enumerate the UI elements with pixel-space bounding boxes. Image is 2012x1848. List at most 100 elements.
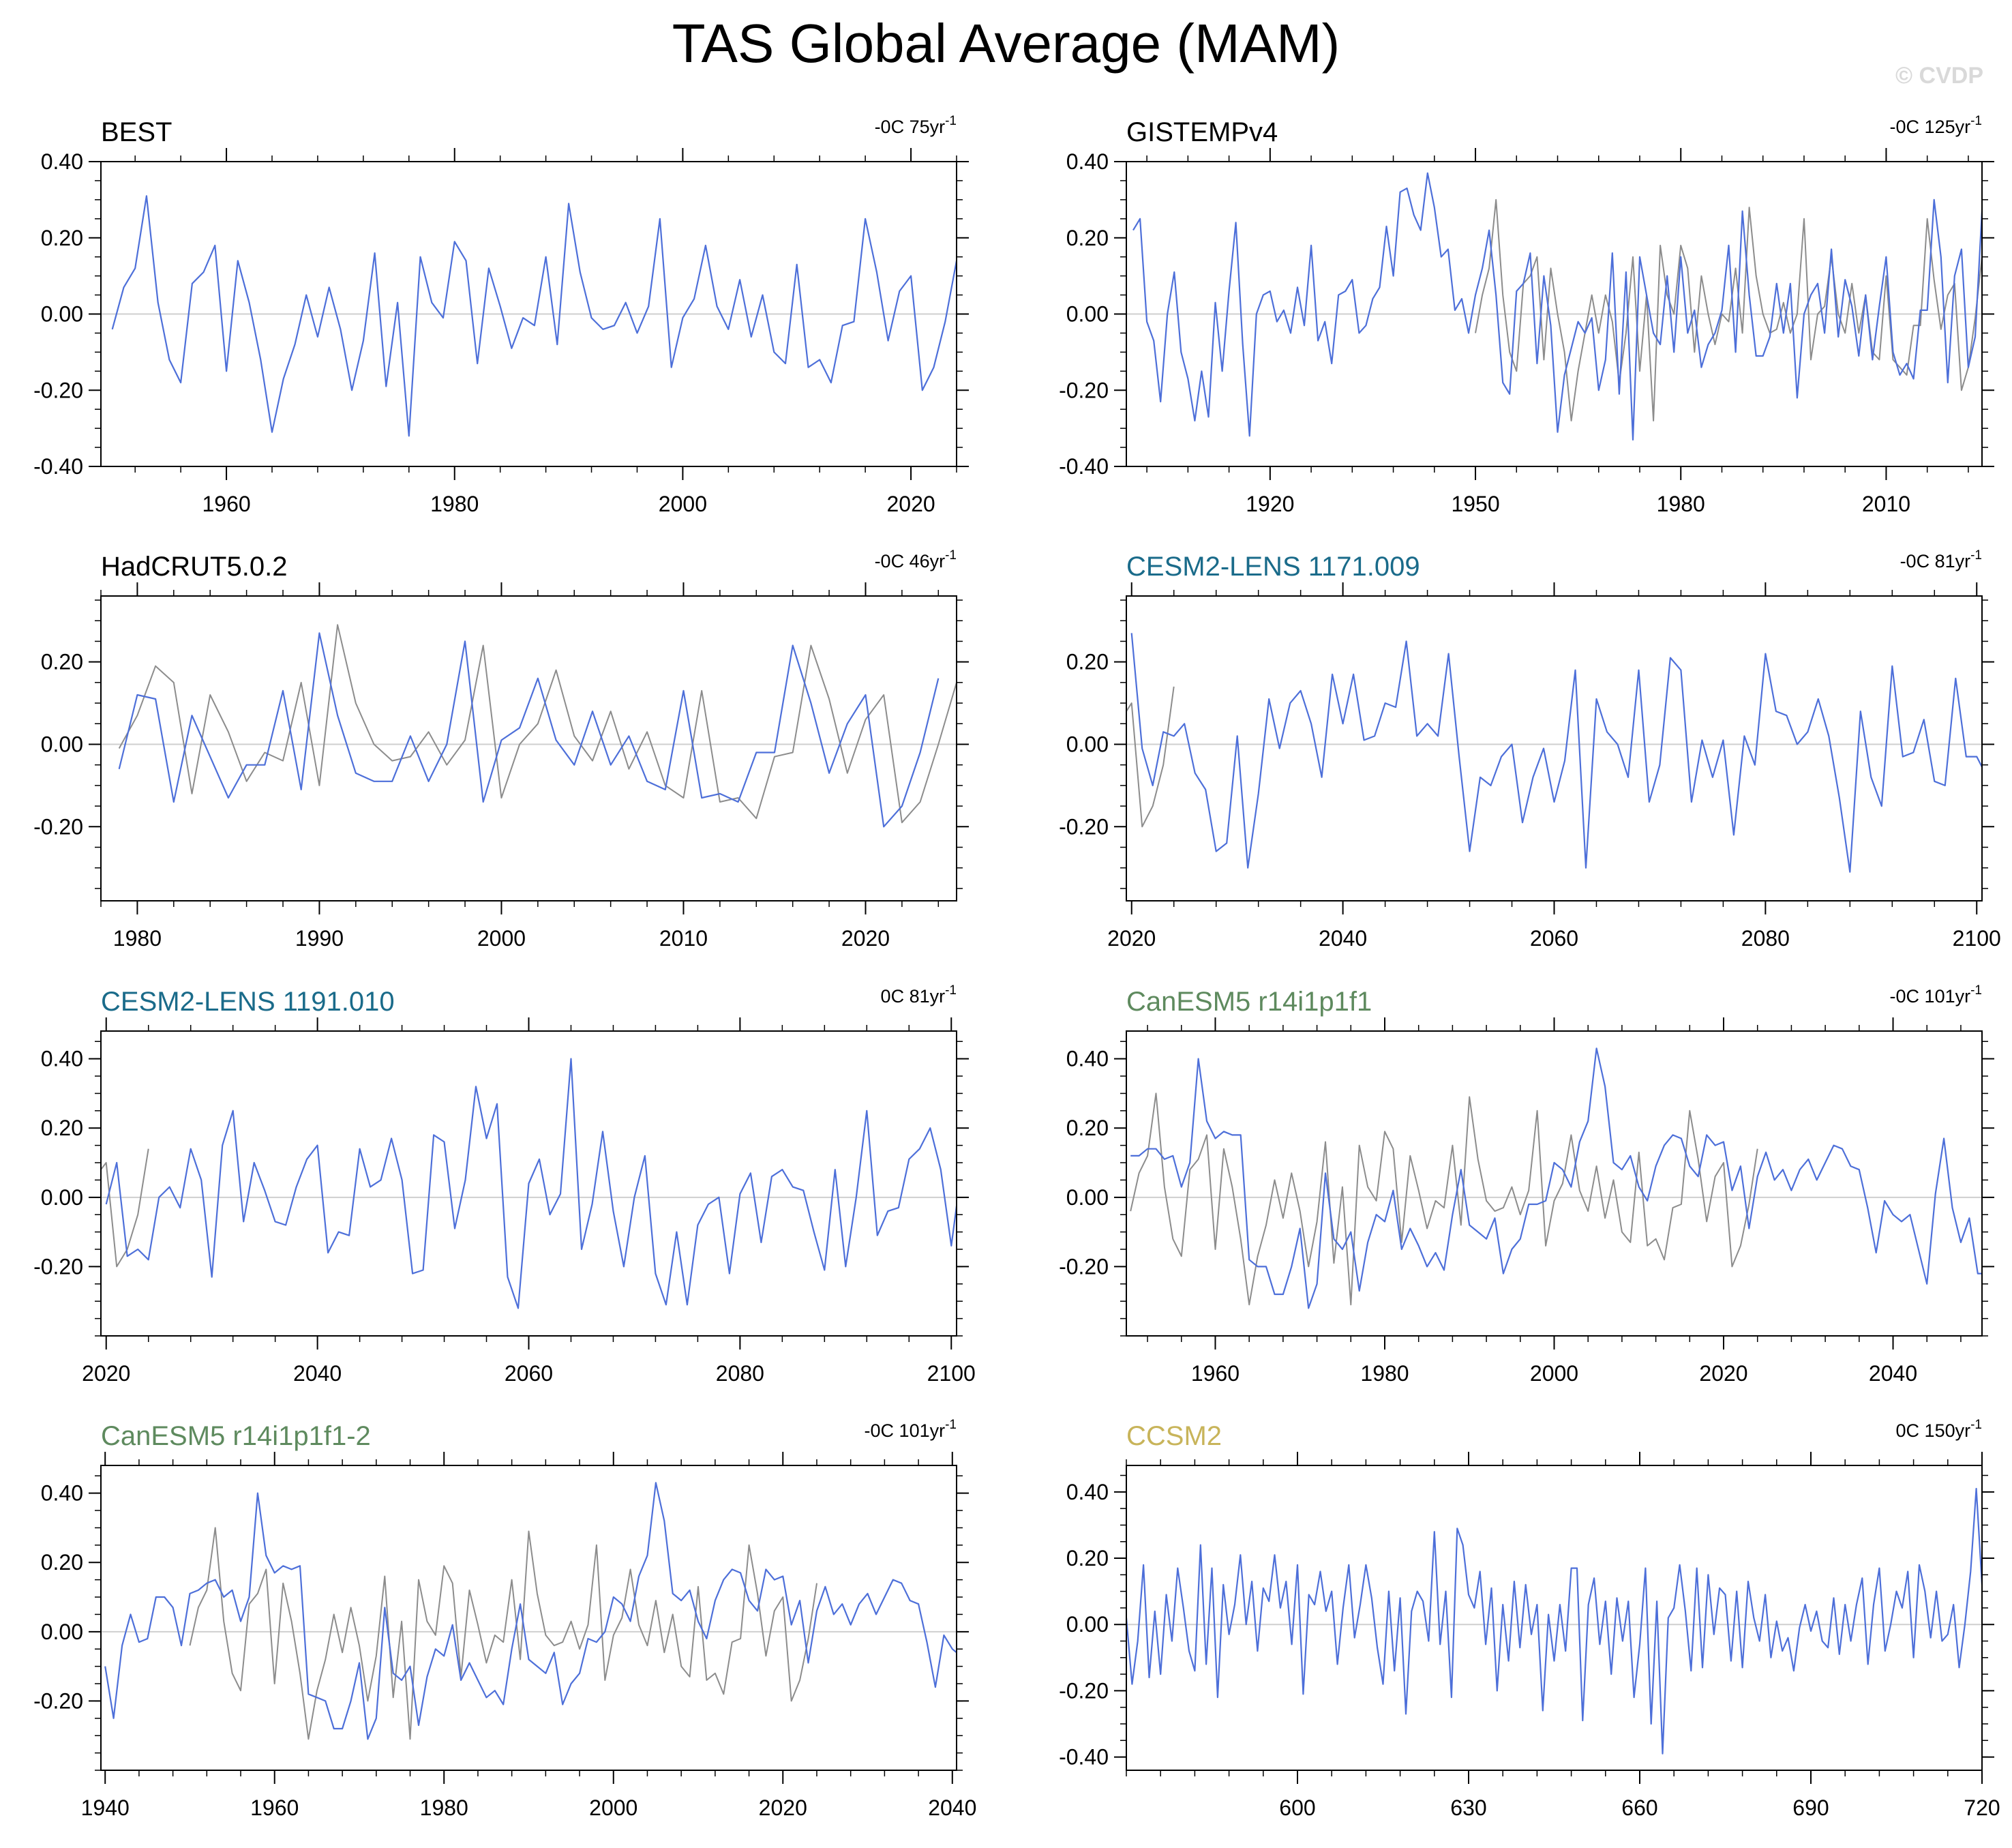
page-title: TAS Global Average (MAM) [672, 13, 1340, 74]
panel-6: CanESM5 r14i1p1f1 -0C 101yr-1 -0.20 0.00 0.2… [1059, 983, 1994, 1386]
y-tick-label: 0.00 [41, 1185, 83, 1210]
y-tick-label: 0.00 [41, 302, 83, 327]
x-tick-label: 2000 [1530, 1361, 1578, 1386]
plot-frame [1126, 1465, 1983, 1771]
trend-label: -0C 81yr-1 [1900, 548, 1982, 571]
y-tick-label: 0.40 [41, 149, 83, 174]
plot-frame [1126, 1030, 1983, 1337]
y-tick-label: 0.00 [1066, 302, 1109, 327]
x-tick-label: 2040 [1319, 926, 1367, 951]
y-tick-label: -0.20 [1059, 1678, 1109, 1703]
y-tick-label: 0.20 [41, 1116, 83, 1140]
y-tick-label: 0.00 [1066, 1185, 1109, 1210]
x-tick-label: 2010 [1862, 492, 1910, 516]
panel-5: CESM2-LENS 1191.010 0C 81yr-1 -0.20 0.00 0.2… [33, 983, 976, 1386]
y-tick-label: -0.20 [1059, 1254, 1109, 1279]
x-tick-label: 2020 [1699, 1361, 1747, 1386]
y-tick-label: 0.20 [41, 650, 83, 674]
y-tick-label: -0.40 [33, 454, 83, 479]
x-tick-label: 1920 [1246, 492, 1294, 516]
panel-3: HadCRUT5.0.2 -0C 46yr-1 -0.20 0.00 0.20 1980 1… [33, 548, 969, 951]
plot-frame [1126, 595, 1983, 901]
x-tick-label: 1980 [1657, 492, 1705, 516]
y-tick-label: 0.00 [41, 1620, 83, 1644]
y-tick-label: 0.40 [1066, 1047, 1109, 1071]
x-tick-label: 2080 [716, 1361, 764, 1386]
y-tick-label: -0.40 [1059, 1745, 1109, 1770]
trend-label: -0C 46yr-1 [875, 548, 957, 571]
x-tick-label: 2040 [293, 1361, 342, 1386]
y-tick-label: -0.20 [33, 378, 83, 402]
y-tick-label: 0.20 [41, 226, 83, 250]
y-tick-label: 0.00 [41, 732, 83, 756]
panel-1: BEST -0C 75yr-1 -0.40 -0.20 0.00 0.20 0.40 1960… [33, 114, 969, 516]
trend-label: 0C 81yr-1 [881, 983, 957, 1007]
x-tick-label: 2000 [659, 492, 707, 516]
y-tick-label: 0.20 [41, 1550, 83, 1575]
x-tick-label: 2020 [1107, 926, 1156, 951]
x-tick-label: 1980 [430, 492, 479, 516]
x-tick-label: 1960 [1191, 1361, 1240, 1386]
panel-title: CanESM5 r14i1p1f1 [1126, 987, 1372, 1017]
y-tick-label: -0.40 [1059, 454, 1109, 479]
watermark: © CVDP [1895, 63, 1983, 89]
model-series-line [1130, 633, 1982, 873]
y-tick-label: 0.20 [1066, 1116, 1109, 1140]
panel-title: CCSM2 [1126, 1421, 1222, 1451]
y-tick-label: -0.20 [33, 814, 83, 839]
model-series-line [111, 195, 957, 437]
y-tick-label: -0.20 [1059, 814, 1109, 839]
x-tick-label: 2060 [505, 1361, 553, 1386]
panel-title: HadCRUT5.0.2 [101, 552, 287, 582]
observations-series-line [1475, 198, 1982, 421]
trend-label: -0C 101yr-1 [1890, 983, 1982, 1007]
x-tick-label: 2040 [1869, 1361, 1917, 1386]
observations-series-line [118, 624, 957, 824]
trend-label: -0C 125yr-1 [1890, 114, 1982, 137]
x-tick-label: 2000 [589, 1795, 637, 1820]
x-tick-label: 690 [1792, 1795, 1829, 1820]
x-tick-label: 2080 [1741, 926, 1790, 951]
x-tick-label: 630 [1450, 1795, 1486, 1820]
model-series-line [1126, 1487, 1982, 1755]
x-tick-label: 660 [1621, 1795, 1657, 1820]
plot-frame [100, 595, 957, 901]
observations-series-line [1126, 686, 1175, 828]
panel-title: CESM2-LENS 1191.010 [101, 987, 395, 1017]
trend-label: -0C 75yr-1 [875, 114, 957, 137]
panel-8: CCSM2 0C 150yr-1 -0.40 -0.20 0.00 0.20 0.40 600… [1059, 1418, 2000, 1820]
x-tick-label: 2100 [927, 1361, 976, 1386]
y-tick-label: 0.20 [1066, 1546, 1109, 1570]
plot-frame [100, 1030, 957, 1337]
panel-4: CESM2-LENS 1171.009 -0C 81yr-1 -0.20 0.00 0.… [1059, 548, 2001, 951]
trend-label: -0C 101yr-1 [865, 1418, 957, 1441]
y-tick-label: -0.20 [33, 1254, 83, 1279]
panel-2: GISTEMPv4 -0C 125yr-1 -0.40 -0.20 0.00 0.20 0.… [1059, 114, 1994, 516]
x-tick-label: 1940 [81, 1795, 130, 1820]
x-tick-label: 2020 [759, 1795, 807, 1820]
panel-title: CESM2-LENS 1171.009 [1126, 552, 1420, 582]
x-tick-label: 1980 [420, 1795, 468, 1820]
y-tick-label: 0.40 [1066, 1480, 1109, 1504]
x-tick-label: 2100 [1953, 926, 2001, 951]
observations-series-line [189, 1527, 817, 1740]
model-series-line [1132, 172, 1982, 441]
x-tick-label: 1980 [113, 926, 162, 951]
observations-series-line [101, 1148, 149, 1268]
y-tick-label: 0.40 [41, 1481, 83, 1506]
y-tick-label: 0.00 [1066, 1612, 1109, 1637]
model-series-line [118, 632, 940, 828]
panel-title: CanESM5 r14i1p1f1-2 [101, 1421, 371, 1451]
y-tick-label: -0.20 [1059, 378, 1109, 402]
y-tick-label: 0.40 [41, 1047, 83, 1071]
x-tick-label: 600 [1279, 1795, 1315, 1820]
model-series-line [104, 1482, 957, 1740]
x-tick-label: 1960 [250, 1795, 299, 1820]
plot-frame [100, 161, 957, 467]
trend-label: 0C 150yr-1 [1896, 1418, 1982, 1441]
x-tick-label: 720 [1964, 1795, 2000, 1820]
plot-frame [100, 1465, 957, 1771]
x-tick-label: 2020 [82, 1361, 130, 1386]
x-tick-label: 2040 [928, 1795, 976, 1820]
